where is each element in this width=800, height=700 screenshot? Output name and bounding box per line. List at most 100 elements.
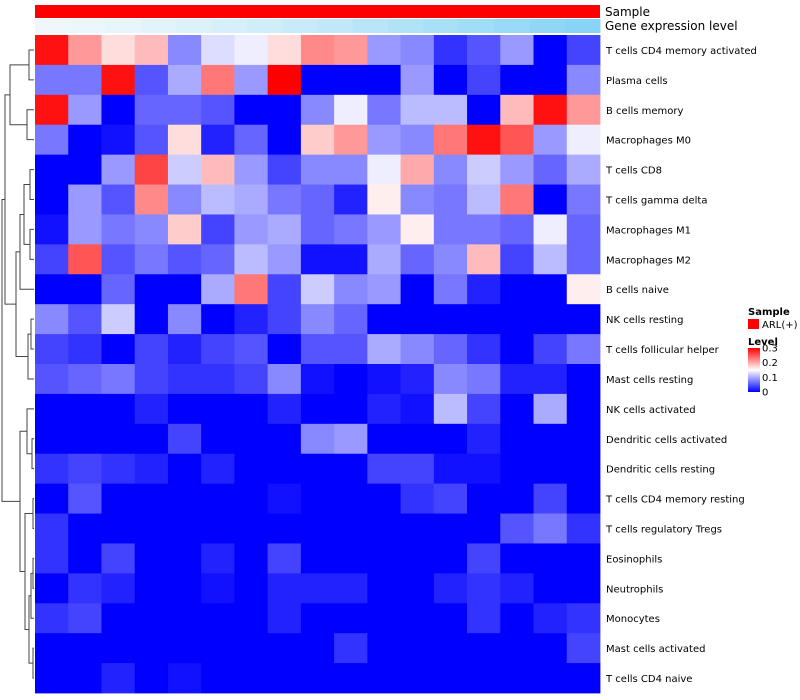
heatmap-cell — [433, 94, 468, 126]
heatmap-cell — [167, 214, 202, 245]
heatmap-cell — [134, 334, 169, 365]
heatmap-cell — [134, 633, 169, 664]
heatmap-cell — [68, 364, 102, 395]
heatmap-cell — [201, 393, 235, 425]
heatmap-cell — [134, 423, 169, 455]
heatmap-cell — [334, 94, 368, 126]
heatmap-cell — [68, 35, 102, 66]
heatmap-cell — [300, 214, 335, 245]
heatmap-cell — [167, 483, 202, 514]
heatmap-cell — [267, 393, 302, 425]
heatmap-cell — [267, 513, 302, 544]
heatmap-cell — [134, 573, 169, 604]
heatmap-cell — [101, 453, 136, 485]
heatmap-cell — [201, 483, 235, 514]
heatmap-cell — [68, 423, 102, 455]
heatmap-cell — [533, 64, 568, 96]
heatmap-cell — [566, 453, 601, 485]
heatmap-cell — [201, 603, 235, 634]
heatmap-cell — [400, 633, 435, 664]
heatmap-cell — [201, 633, 235, 664]
dendrogram-branch — [29, 228, 34, 260]
heatmap-cell — [201, 513, 235, 544]
heatmap-cell — [234, 364, 269, 395]
heatmap-cell — [400, 35, 435, 66]
heatmap-cell — [201, 244, 235, 275]
heatmap-cell — [433, 64, 468, 96]
heatmap-cell — [234, 244, 269, 275]
row-label: T cells CD8 — [605, 166, 662, 177]
row-label: B cells memory — [606, 106, 683, 117]
heatmap-cell — [400, 334, 435, 365]
heatmap-cell — [68, 543, 102, 574]
heatmap-cell — [367, 573, 401, 604]
heatmap-cell — [334, 35, 368, 66]
heatmap-cell — [300, 244, 335, 275]
heatmap-cell — [566, 603, 601, 634]
heatmap-cell — [35, 64, 69, 96]
heatmap-cell — [234, 543, 269, 574]
heatmap-cell — [367, 603, 401, 634]
row-label: T cells CD4 naive — [605, 674, 692, 685]
row-label: Macrophages M0 — [606, 136, 691, 147]
expression-track-cell — [176, 19, 213, 33]
heatmap-cell — [68, 64, 102, 96]
heatmap-cell — [400, 603, 435, 634]
heatmap-cell — [234, 423, 269, 455]
row-labels: T cells CD4 memory activated Plasma cells… — [605, 46, 757, 685]
heatmap-cell — [400, 393, 435, 425]
heatmap-cell — [334, 154, 368, 185]
heatmap-cell — [201, 154, 235, 185]
heatmap-cell — [300, 423, 335, 455]
heatmap-cell — [500, 124, 534, 156]
heatmap-cell — [367, 393, 401, 425]
heatmap-cell — [267, 64, 302, 96]
heatmap-cell — [167, 423, 202, 455]
heatmap-cell — [68, 304, 102, 335]
heatmap-cell — [201, 453, 235, 485]
heatmap-cell — [433, 573, 468, 604]
heatmap-cell — [433, 334, 468, 365]
heatmap-cell — [101, 603, 136, 634]
heatmap-cell — [533, 364, 568, 395]
heatmap-cell — [467, 304, 501, 335]
heatmap-cell — [35, 124, 69, 156]
heatmap-cell — [533, 573, 568, 604]
heatmap-cell — [101, 35, 136, 66]
expression-track-cell — [140, 19, 177, 33]
heatmap-cell — [566, 64, 601, 96]
heatmap-cell — [35, 334, 69, 365]
heatmap-cells — [35, 35, 601, 694]
row-label: Eosinophils — [606, 554, 662, 565]
heatmap-cell — [334, 364, 368, 395]
heatmap-cell — [467, 214, 501, 245]
heatmap-cell — [367, 64, 401, 96]
heatmap-cell — [300, 364, 335, 395]
heatmap-cell — [533, 603, 568, 634]
heatmap-cell — [500, 64, 534, 96]
heatmap-cell — [300, 573, 335, 604]
row-label: NK cells activated — [606, 405, 696, 416]
heatmap-cell — [500, 513, 534, 544]
heatmap-cell — [367, 214, 401, 245]
heatmap-cell — [433, 543, 468, 574]
heatmap-cell — [300, 663, 335, 694]
heatmap-cell — [367, 513, 401, 544]
heatmap-cell — [234, 393, 269, 425]
heatmap-cell — [367, 304, 401, 335]
heatmap-cell — [433, 393, 468, 425]
expression-track-cell — [352, 19, 389, 33]
heatmap-cell — [234, 633, 269, 664]
heatmap-cell — [134, 603, 169, 634]
heatmap-cell — [201, 35, 235, 66]
heatmap-cell — [234, 603, 269, 634]
heatmap-cell — [167, 94, 202, 126]
heatmap-cell — [35, 543, 69, 574]
heatmap-cell — [167, 64, 202, 96]
heatmap-cell — [201, 573, 235, 604]
heatmap-cell — [533, 94, 568, 126]
heatmap-cell — [35, 244, 69, 275]
legend-level-title: Level — [748, 337, 778, 348]
